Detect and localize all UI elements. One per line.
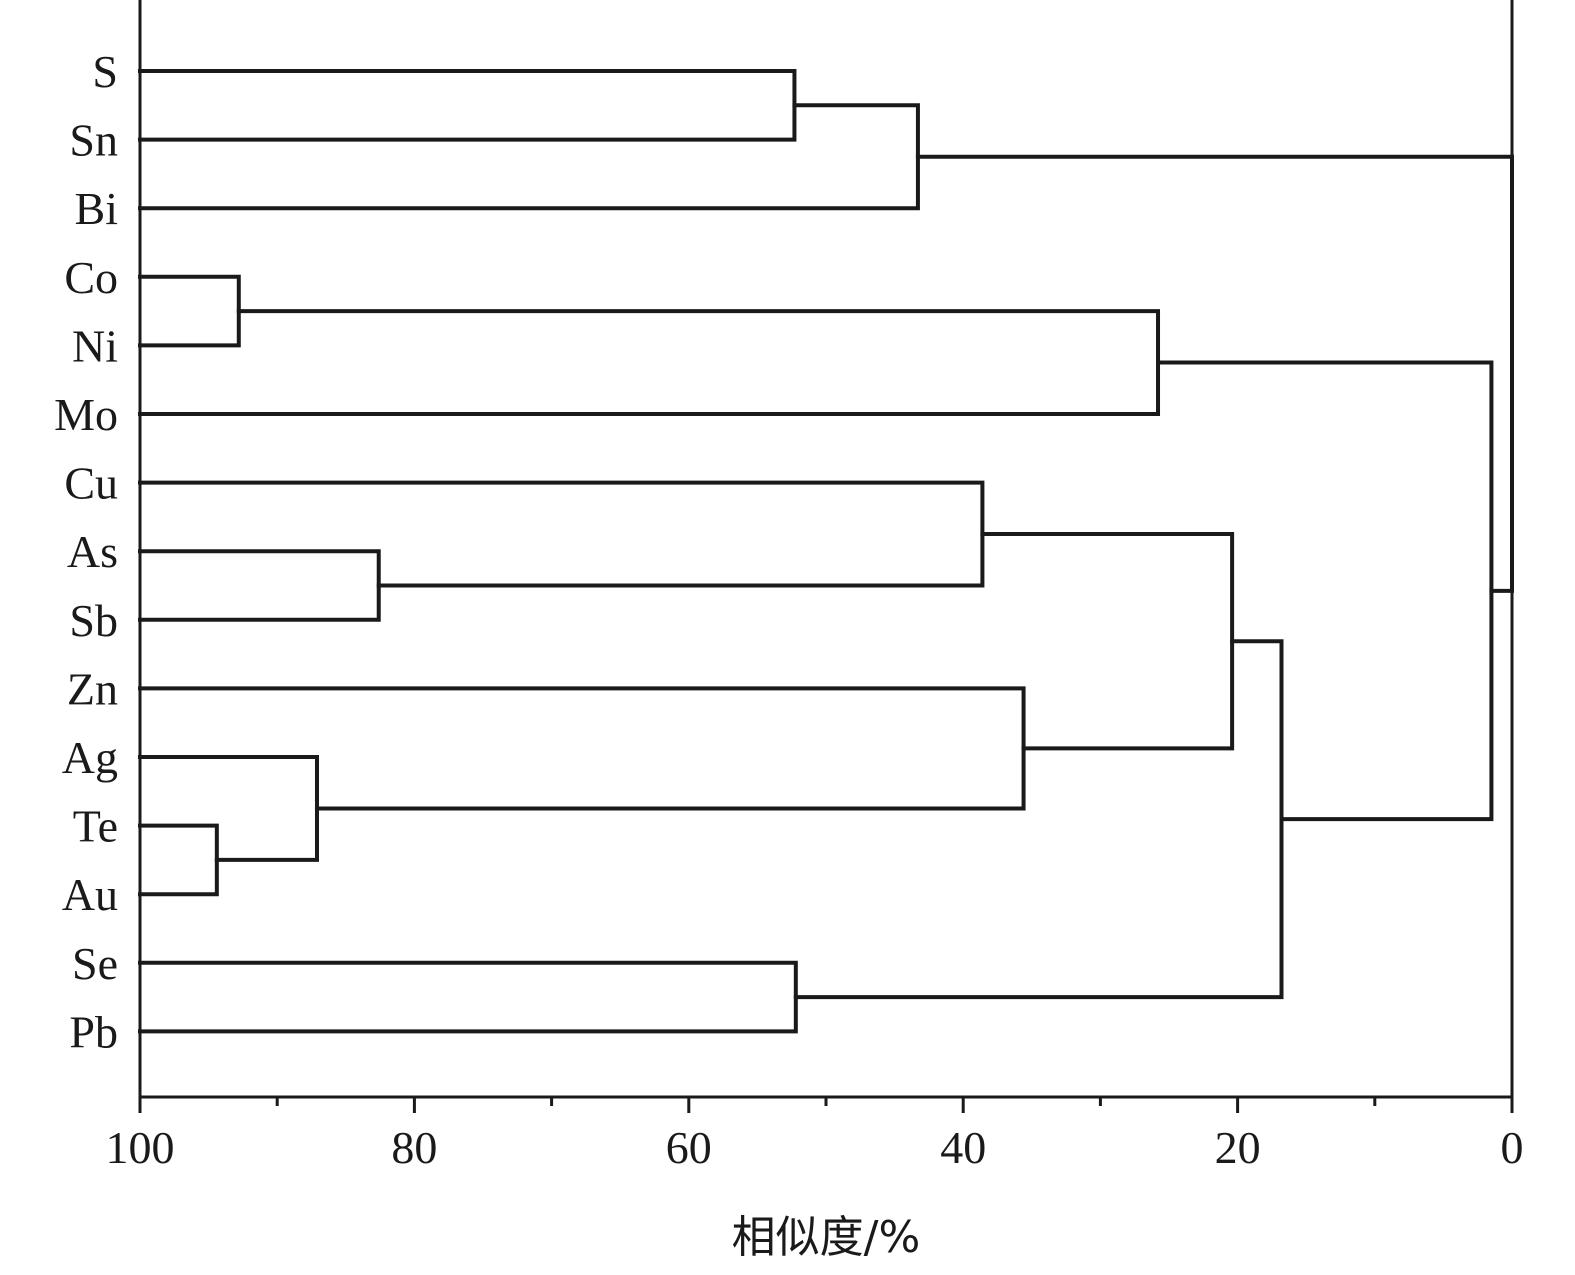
leaf-label-s: S — [92, 46, 118, 97]
leaf-label-cu: Cu — [64, 458, 118, 509]
dendrogram-link-m13 — [1156, 360, 1494, 822]
dendrogram-link-m11 — [138, 960, 798, 1034]
leaf-label-au: Au — [62, 869, 118, 920]
dendrogram-link-m4 — [138, 309, 1161, 416]
leaf-label-bi: Bi — [75, 183, 118, 234]
x-tick-label: 100 — [106, 1122, 175, 1173]
leaf-label-ni: Ni — [72, 320, 118, 371]
leaf-label-sn: Sn — [69, 115, 118, 166]
dendrogram-link-m10 — [980, 532, 1235, 751]
dendrogram-link-m8 — [138, 755, 319, 862]
dendrogram-link-m7 — [138, 823, 219, 897]
leaf-label-mo: Mo — [54, 389, 118, 440]
leaf-label-se: Se — [72, 938, 118, 989]
dendrogram-link-m1 — [138, 69, 797, 142]
dendrogram-link-m2 — [138, 103, 920, 211]
dendrogram-link-m6 — [138, 480, 985, 588]
x-tick-label: 80 — [391, 1122, 437, 1173]
dendrogram-link-m14 — [915, 154, 1514, 593]
x-axis-title: 相似度/% — [732, 1212, 921, 1263]
dendrogram-link-m12 — [793, 639, 1284, 1000]
x-tick-label: 0 — [1501, 1122, 1524, 1173]
dendrogram-link-m5 — [138, 549, 381, 622]
leaf-label-sb: Sb — [69, 595, 118, 646]
leaf-label-zn: Zn — [67, 663, 118, 714]
dendrogram-link-m9 — [138, 686, 1026, 811]
dendrogram-links — [138, 69, 1514, 1034]
x-tick-label: 20 — [1215, 1122, 1261, 1173]
leaf-label-co: Co — [64, 252, 118, 303]
dendrogram-link-m3 — [138, 274, 241, 348]
x-axis-tick-labels: 100 80 60 40 20 0 — [106, 1122, 1524, 1173]
leaf-label-ag: Ag — [62, 732, 118, 783]
leaf-label-te: Te — [73, 801, 118, 852]
x-axis-ticks — [138, 1097, 1514, 1113]
leaf-label-pb: Pb — [69, 1006, 118, 1057]
x-tick-label: 60 — [666, 1122, 712, 1173]
x-tick-label: 40 — [940, 1122, 986, 1173]
leaf-label-as: As — [67, 526, 118, 577]
leaf-labels: S Sn Bi Co Ni Mo Cu As Sb Zn Ag Te Au Se Pb — [54, 46, 118, 1057]
plot-frame — [138, 0, 1514, 1099]
